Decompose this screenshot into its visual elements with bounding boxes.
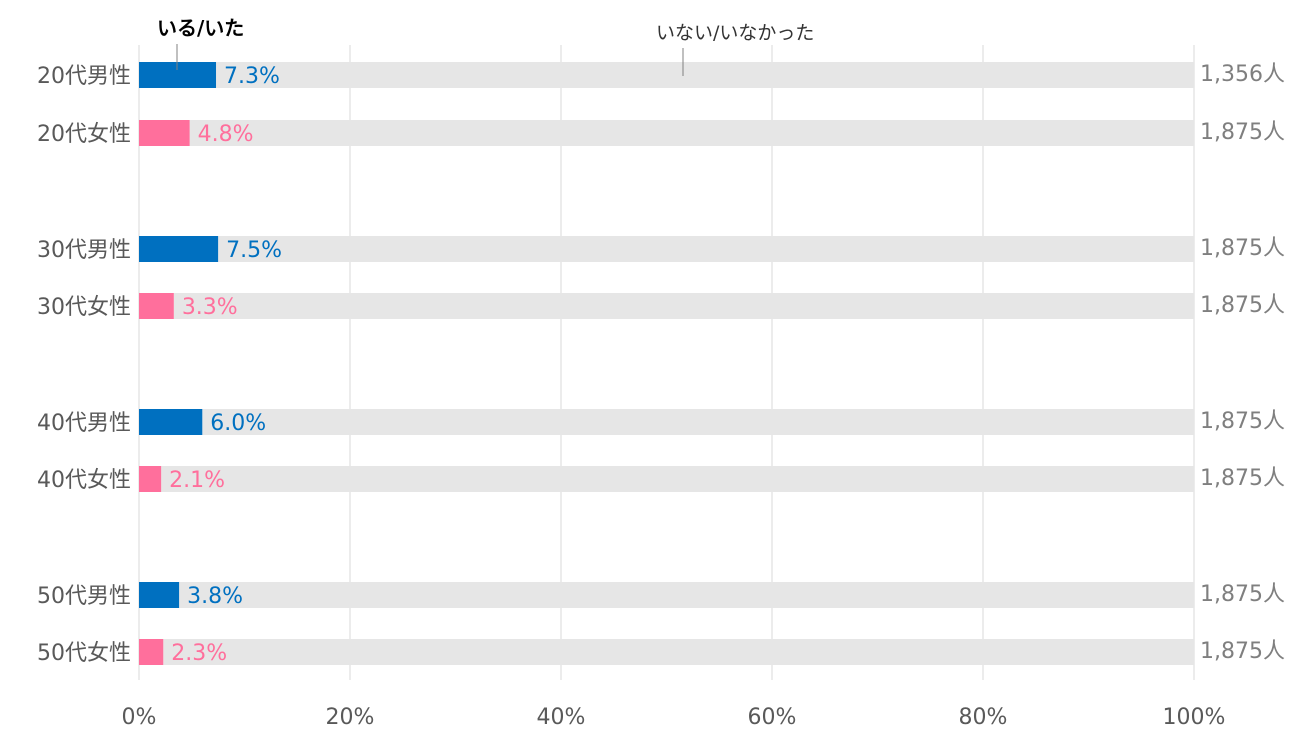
x-tick-label: 20% [326,705,375,726]
bar-present [139,639,164,665]
bar-absent [218,236,1194,262]
bar-absent [202,409,1195,435]
gridlines [138,45,1195,680]
bar-absent [189,120,1194,146]
bar-absent [216,62,1194,88]
bar-present [139,236,219,262]
value-label: 3.3% [182,295,238,320]
sample-size-label: 1,875人 [1200,639,1285,664]
value-label: 2.1% [169,468,225,493]
legend-label-absent: いない/いなかった [656,22,814,44]
bar-absent [161,466,1194,492]
legend: いる/いた いない/いなかった [157,16,814,76]
value-label: 4.8% [198,122,254,147]
category-label: 50代女性 [37,641,131,666]
x-tick-label: 0% [122,705,157,726]
legend-label-present: いる/いた [157,16,244,40]
value-label: 6.0% [210,411,266,436]
bar-present [139,62,217,88]
bars [139,62,1195,665]
bar-present [139,120,190,146]
x-tick-label: 60% [748,705,797,726]
sample-size-label: 1,875人 [1200,582,1285,607]
bar-present [139,409,203,435]
value-label: 2.3% [171,641,227,666]
labels: 0% 20% 40% 60% 80% 100% 20代男性 7.3% 1,356人 20代女性 4.… [37,62,1285,730]
value-label: 7.5% [226,238,282,263]
bar-absent [173,293,1194,319]
x-tick-label: 100% [1163,705,1226,726]
sample-size-label: 1,875人 [1200,120,1285,145]
bar-absent [179,582,1195,608]
category-label: 30代女性 [37,295,131,320]
category-label: 30代男性 [37,238,131,263]
value-label: 7.3% [224,64,280,89]
bar-present [139,466,162,492]
x-tick-label: 40% [537,705,586,726]
category-label: 50代男性 [37,584,131,609]
x-tick-label: 80% [959,705,1008,726]
value-label: 3.8% [187,584,243,609]
sample-size-label: 1,875人 [1200,236,1285,261]
sample-size-label: 1,875人 [1200,409,1285,434]
sample-size-label: 1,356人 [1200,62,1285,87]
bar-absent [163,639,1194,665]
bar-present [139,582,180,608]
category-label: 40代男性 [37,411,131,436]
sample-size-label: 1,875人 [1200,466,1285,491]
category-label: 20代男性 [37,64,131,89]
category-label: 20代女性 [37,122,131,147]
category-label: 40代女性 [37,468,131,493]
bar-present [139,293,174,319]
sample-size-label: 1,875人 [1200,293,1285,318]
